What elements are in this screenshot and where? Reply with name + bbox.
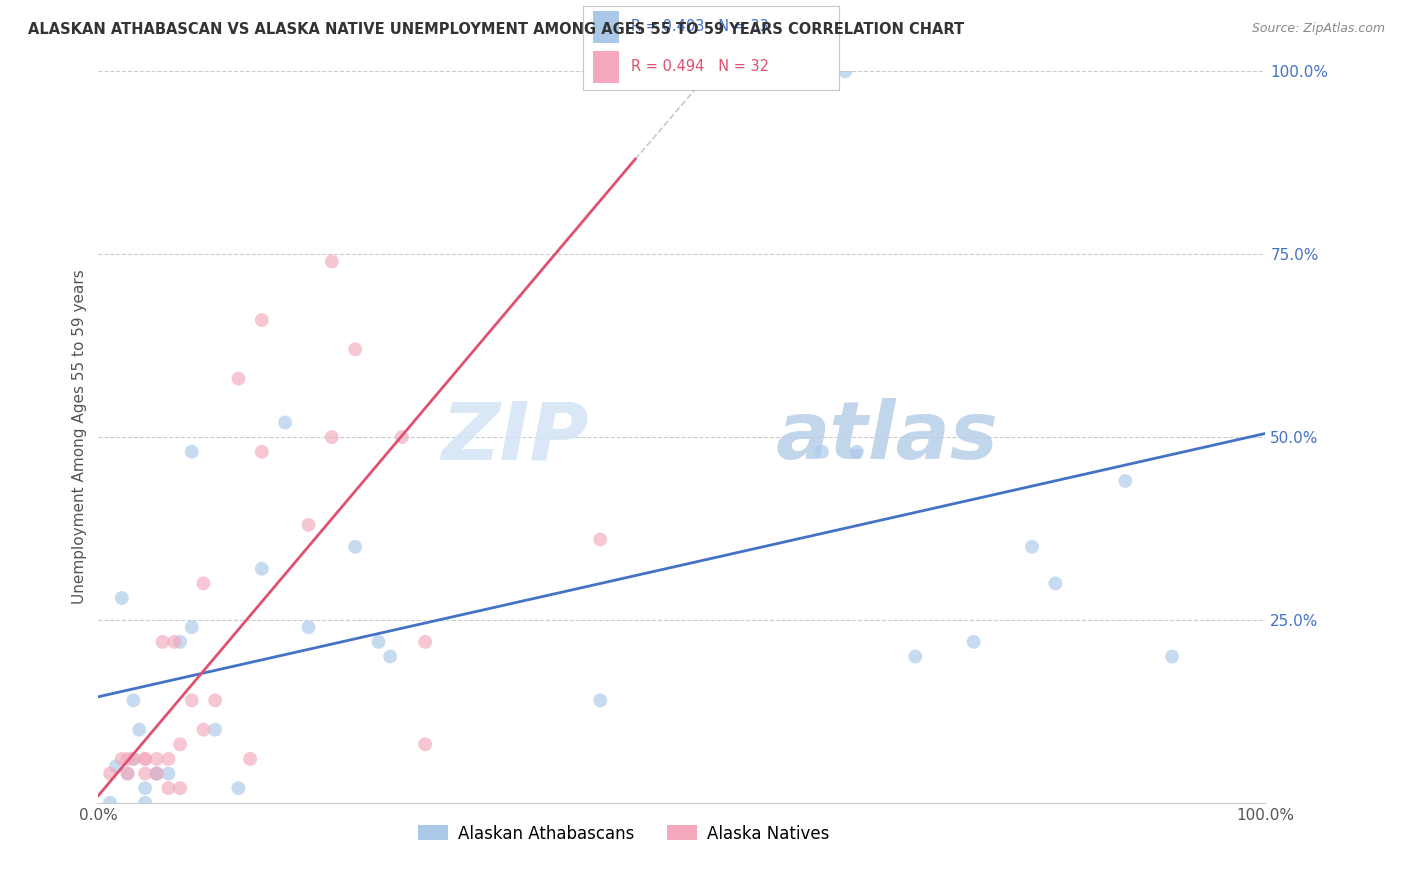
Point [134, 781, 156, 796]
Point [134, 796, 156, 810]
Point [204, 693, 226, 707]
Y-axis label: Unemployment Among Ages 55 to 59 years: Unemployment Among Ages 55 to 59 years [72, 269, 87, 605]
Point [111, 591, 134, 605]
Point [157, 766, 180, 780]
Point [146, 766, 169, 780]
Point [146, 752, 169, 766]
Point [157, 752, 180, 766]
Point [146, 766, 169, 780]
Point [321, 254, 343, 268]
Point [904, 649, 927, 664]
Point [134, 752, 156, 766]
Point [367, 635, 389, 649]
Point [98, 766, 121, 780]
Point [122, 752, 145, 766]
Point [117, 766, 139, 780]
Point [111, 752, 134, 766]
Point [180, 693, 202, 707]
Text: Source: ZipAtlas.com: Source: ZipAtlas.com [1251, 22, 1385, 36]
Point [204, 723, 226, 737]
Point [297, 620, 319, 634]
Point [134, 752, 156, 766]
Point [122, 752, 145, 766]
Point [1114, 474, 1136, 488]
Point [1021, 540, 1043, 554]
Point [169, 737, 191, 751]
Point [239, 752, 262, 766]
Point [380, 649, 402, 664]
Point [321, 430, 343, 444]
Point [146, 766, 169, 780]
Point [134, 766, 156, 780]
Point [344, 343, 367, 357]
Point [157, 781, 180, 796]
Point [228, 781, 250, 796]
Point [122, 693, 145, 707]
Point [193, 723, 215, 737]
Point [344, 540, 367, 554]
Point [180, 620, 202, 634]
Point [117, 766, 139, 780]
Point [846, 444, 869, 458]
Point [413, 635, 436, 649]
Point [834, 64, 856, 78]
Point [962, 635, 984, 649]
Legend: Alaskan Athabascans, Alaska Natives: Alaskan Athabascans, Alaska Natives [411, 818, 837, 849]
Point [98, 796, 121, 810]
Point [413, 737, 436, 751]
Text: ZIP: ZIP [441, 398, 589, 476]
Point [169, 635, 191, 649]
Point [589, 533, 612, 547]
Text: ALASKAN ATHABASCAN VS ALASKA NATIVE UNEMPLOYMENT AMONG AGES 55 TO 59 YEARS CORRE: ALASKAN ATHABASCAN VS ALASKA NATIVE UNEM… [28, 22, 965, 37]
Point [128, 723, 150, 737]
Point [180, 444, 202, 458]
Point [104, 759, 127, 773]
Point [250, 313, 273, 327]
Point [250, 444, 273, 458]
Point [117, 752, 139, 766]
Point [589, 693, 612, 707]
Point [1045, 576, 1067, 591]
Point [193, 576, 215, 591]
Point [163, 635, 186, 649]
Point [152, 635, 174, 649]
Point [811, 444, 834, 458]
Point [228, 371, 250, 385]
Text: atlas: atlas [775, 398, 998, 476]
Point [274, 416, 297, 430]
Point [391, 430, 413, 444]
Point [1161, 649, 1184, 664]
Point [250, 562, 273, 576]
Point [169, 781, 191, 796]
Point [297, 517, 319, 532]
